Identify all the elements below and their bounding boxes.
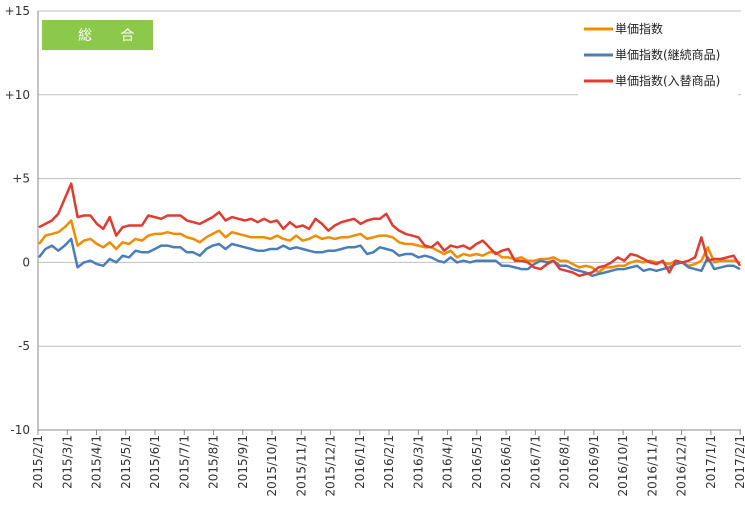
y-tick-label: +15: [5, 4, 30, 18]
series-line: [38, 219, 741, 274]
series-line: [38, 237, 741, 278]
x-tick-label: 2016/8/1: [558, 435, 572, 489]
gridlines: [38, 10, 741, 431]
x-tick-label: 2016/6/1: [499, 435, 513, 489]
y-tick-label: +10: [5, 88, 30, 102]
category-badge: 総 合: [42, 20, 153, 50]
x-tick-labels: 2015/2/1 2015/3/1 2015/4/1 2015/5/1 2015/6/1…: [31, 435, 745, 497]
x-tick-label: 2017/1/1: [704, 435, 718, 489]
x-tick-label: 2015/12/1: [324, 435, 338, 497]
x-tick-label: 2015/2/1: [31, 435, 45, 489]
badge-label: 総 合: [78, 28, 146, 44]
x-tick-label: 2015/8/1: [207, 435, 221, 489]
x-tick-label: 2016/7/1: [528, 435, 542, 489]
x-tick-label: 2016/3/1: [411, 435, 425, 489]
x-tick-label: 2015/11/1: [294, 435, 308, 497]
axes: [37, 11, 741, 435]
x-tick-label: 2015/9/1: [236, 435, 250, 489]
series-lines: [38, 182, 742, 278]
x-tick-label: 2015/6/1: [148, 435, 162, 489]
y-tick-labels: -10 -5 0 +5 +10 +15: [5, 4, 30, 437]
x-tick-label: 2016/5/1: [470, 435, 484, 489]
x-tick-label: 2017/2/1: [733, 435, 745, 489]
legend-label: 単価指数(継続商品): [615, 47, 720, 62]
legend-label: 単価指数(入替商品): [615, 73, 720, 88]
x-tick-label: 2016/12/1: [675, 435, 689, 497]
badge-background: [42, 20, 153, 50]
x-tick-label: 2016/2/1: [382, 435, 396, 489]
x-tick-label: 2016/11/1: [645, 435, 659, 497]
x-tick-label: 2016/10/1: [616, 435, 630, 497]
x-tick-label: 2015/4/1: [90, 435, 104, 489]
x-tick-label: 2015/7/1: [177, 435, 191, 489]
x-tick-label: 2016/4/1: [441, 435, 455, 489]
x-tick-label: 2015/5/1: [119, 435, 133, 489]
legend-label: 単価指数: [615, 21, 663, 36]
x-tick-label: 2015/10/1: [265, 435, 279, 497]
y-tick-label: -10: [10, 423, 30, 437]
x-tick-label: 2015/3/1: [60, 435, 74, 489]
y-tick-label: +5: [12, 172, 30, 186]
series-line: [38, 182, 742, 278]
y-tick-label: 0: [22, 255, 30, 269]
x-tick-label: 2016/9/1: [587, 435, 601, 489]
y-tick-label: -5: [18, 339, 30, 353]
x-tick-label: 2016/1/1: [353, 435, 367, 489]
